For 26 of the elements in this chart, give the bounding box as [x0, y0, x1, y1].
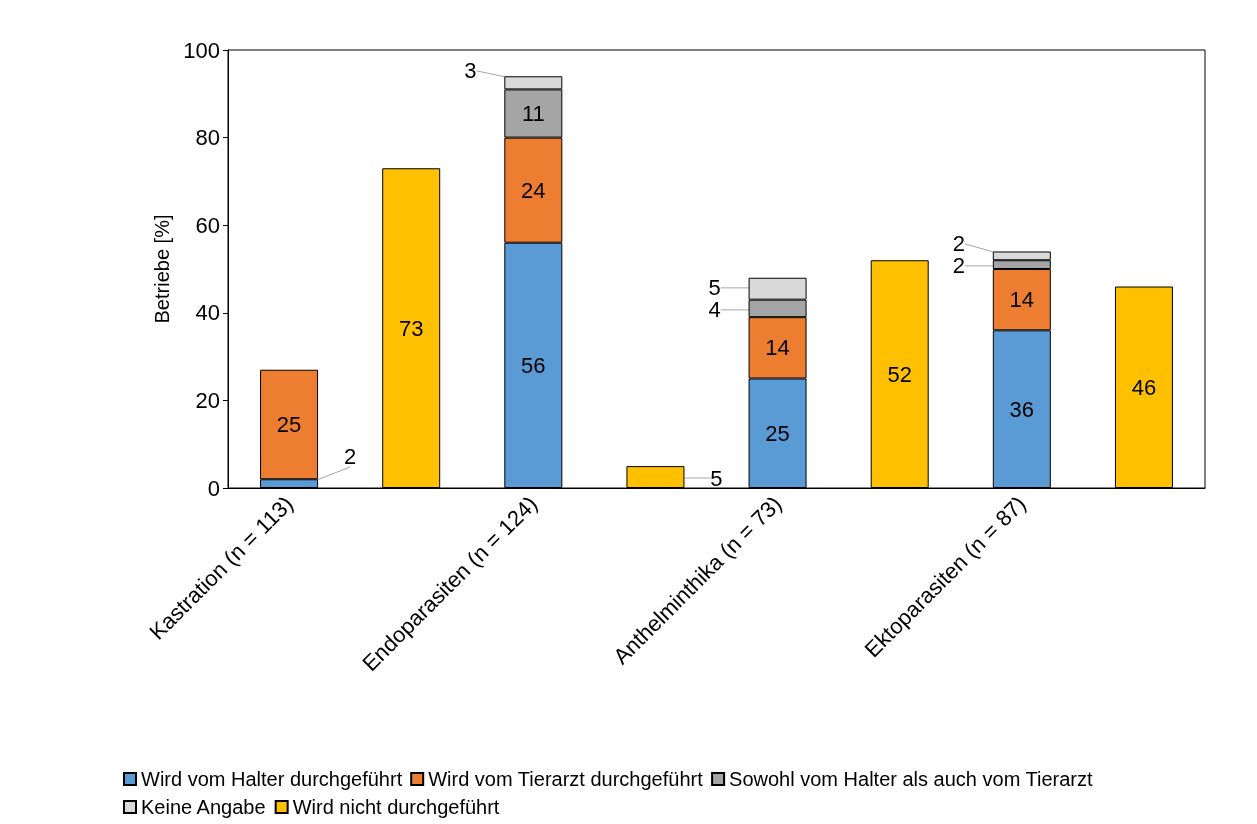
legend-label: Sowohl vom Halter als auch vom Tierarzt — [729, 768, 1093, 790]
data-label: 25 — [765, 420, 790, 446]
y-tick-label: 80 — [195, 125, 220, 151]
y-tick-label: 100 — [183, 37, 220, 63]
legend-label: Wird vom Halter durchgeführt — [141, 768, 403, 790]
y-tick-label: 40 — [195, 300, 220, 326]
data-label: 3 — [464, 58, 477, 84]
y-tick-label: 20 — [195, 387, 220, 413]
legend-label: Wird nicht durchgeführt — [292, 796, 500, 818]
data-label: 14 — [765, 335, 790, 361]
data-label: 56 — [521, 352, 546, 378]
data-label: 52 — [887, 361, 912, 387]
data-label: 14 — [1009, 287, 1035, 313]
data-label: 2 — [343, 443, 357, 469]
y-tick-label: 0 — [207, 475, 220, 501]
legend-label: Wird vom Tierarzt durchgeführt — [428, 768, 704, 790]
legend-label: Keine Angabe — [141, 796, 266, 818]
y-axis-title: Betriebe [%] — [151, 214, 173, 324]
y-tick-label: 60 — [195, 212, 220, 238]
data-label: 24 — [521, 177, 546, 203]
data-label: 73 — [398, 315, 424, 341]
data-label: 36 — [1009, 396, 1035, 422]
data-label: 5 — [710, 465, 723, 491]
data-label: 46 — [1131, 374, 1157, 400]
data-label: 11 — [521, 101, 545, 127]
data-label: 25 — [276, 411, 302, 437]
